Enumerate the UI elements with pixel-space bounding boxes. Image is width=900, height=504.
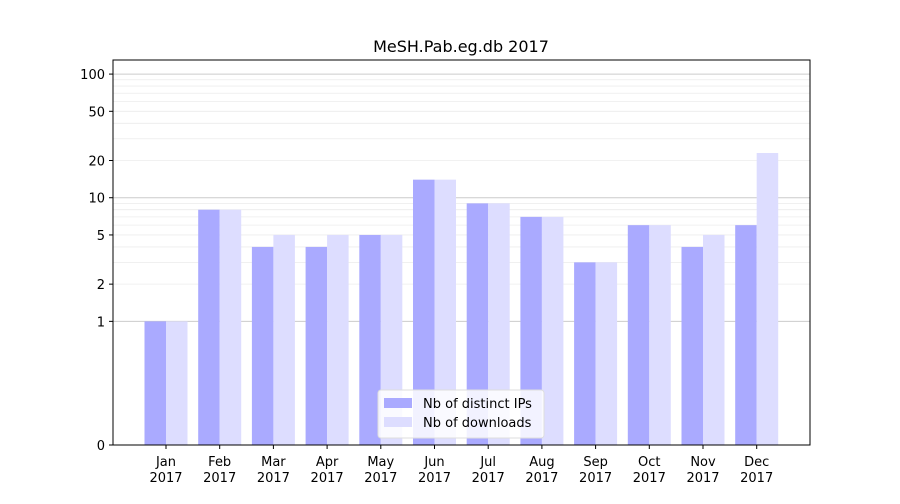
bar-nb-of-downloads-12 <box>756 153 779 445</box>
bar-nb-of-distinct-ips-6 <box>413 179 435 446</box>
bar-nb-of-distinct-ips-7 <box>466 203 489 445</box>
bar-nb-of-downloads-1 <box>166 321 188 445</box>
y-tick-label: 100 <box>80 68 105 83</box>
y-tick-label: 10 <box>88 192 105 207</box>
legend-swatch <box>384 398 412 408</box>
x-tick-label: Mar 2017 <box>257 455 290 486</box>
legend-swatch <box>384 417 412 427</box>
x-tick-label: Jan 2017 <box>149 455 182 486</box>
y-tick-label: 2 <box>97 278 105 293</box>
bar-nb-of-distinct-ips-1 <box>144 321 166 445</box>
plot-frame <box>112 59 811 446</box>
x-tick-label: Jun 2017 <box>418 455 451 486</box>
bar-nb-of-distinct-ips-12 <box>735 225 757 445</box>
x-tick-label: Nov 2017 <box>686 455 719 486</box>
legend: Nb of distinct IPs Nb of downloads <box>377 389 545 439</box>
bar-nb-of-downloads-3 <box>273 234 295 445</box>
y-tick-label: 0 <box>97 439 105 454</box>
bar-nb-of-distinct-ips-5 <box>359 234 381 445</box>
x-axis: Jan 2017 Feb 2017 Mar 2017 Apr 2017 May 2017 Jun 20… <box>149 445 773 486</box>
bar-nb-of-downloads-9 <box>595 262 618 445</box>
legend-box <box>377 389 545 439</box>
y-tick-label: 50 <box>88 105 105 120</box>
bar-nb-of-downloads-7 <box>488 203 510 445</box>
y-tick-label: 5 <box>97 229 105 244</box>
legend-label: Nb of distinct IPs <box>423 397 532 412</box>
x-tick-label: Apr 2017 <box>311 455 344 486</box>
bar-nb-of-downloads-10 <box>649 225 671 445</box>
bar-nb-of-downloads-2 <box>219 209 242 445</box>
bar-nb-of-distinct-ips-9 <box>574 262 596 445</box>
y-axis: 0 1 2 5 10 20 50 100 <box>80 68 113 454</box>
x-tick-label: Aug 2017 <box>525 455 558 486</box>
y-tick-label: 1 <box>97 315 105 330</box>
x-tick-label: Sep 2017 <box>579 455 612 486</box>
y-tick-label: 20 <box>88 155 105 170</box>
x-tick-label: Dec 2017 <box>740 455 773 486</box>
bar-nb-of-distinct-ips-2 <box>198 209 220 445</box>
bar-nb-of-downloads-4 <box>327 234 349 445</box>
bar-nb-of-downloads-8 <box>541 216 564 445</box>
x-tick-label: May 2017 <box>364 455 397 486</box>
bar-nb-of-distinct-ips-11 <box>681 246 703 445</box>
bar-nb-of-downloads-11 <box>703 234 725 445</box>
bar-nb-of-distinct-ips-8 <box>520 216 542 445</box>
x-tick-label: Jul 2017 <box>472 455 505 486</box>
chart-title: MeSH.Pab.eg.db 2017 <box>373 37 549 56</box>
bar-nb-of-downloads-6 <box>434 179 456 446</box>
x-tick-label: Feb 2017 <box>203 455 236 486</box>
bar-nb-of-distinct-ips-10 <box>627 225 650 445</box>
bar-nb-of-distinct-ips-3 <box>251 246 274 445</box>
x-tick-label: Oct 2017 <box>633 455 666 486</box>
legend-label: Nb of downloads <box>423 416 532 431</box>
bar-nb-of-distinct-ips-4 <box>305 246 328 445</box>
